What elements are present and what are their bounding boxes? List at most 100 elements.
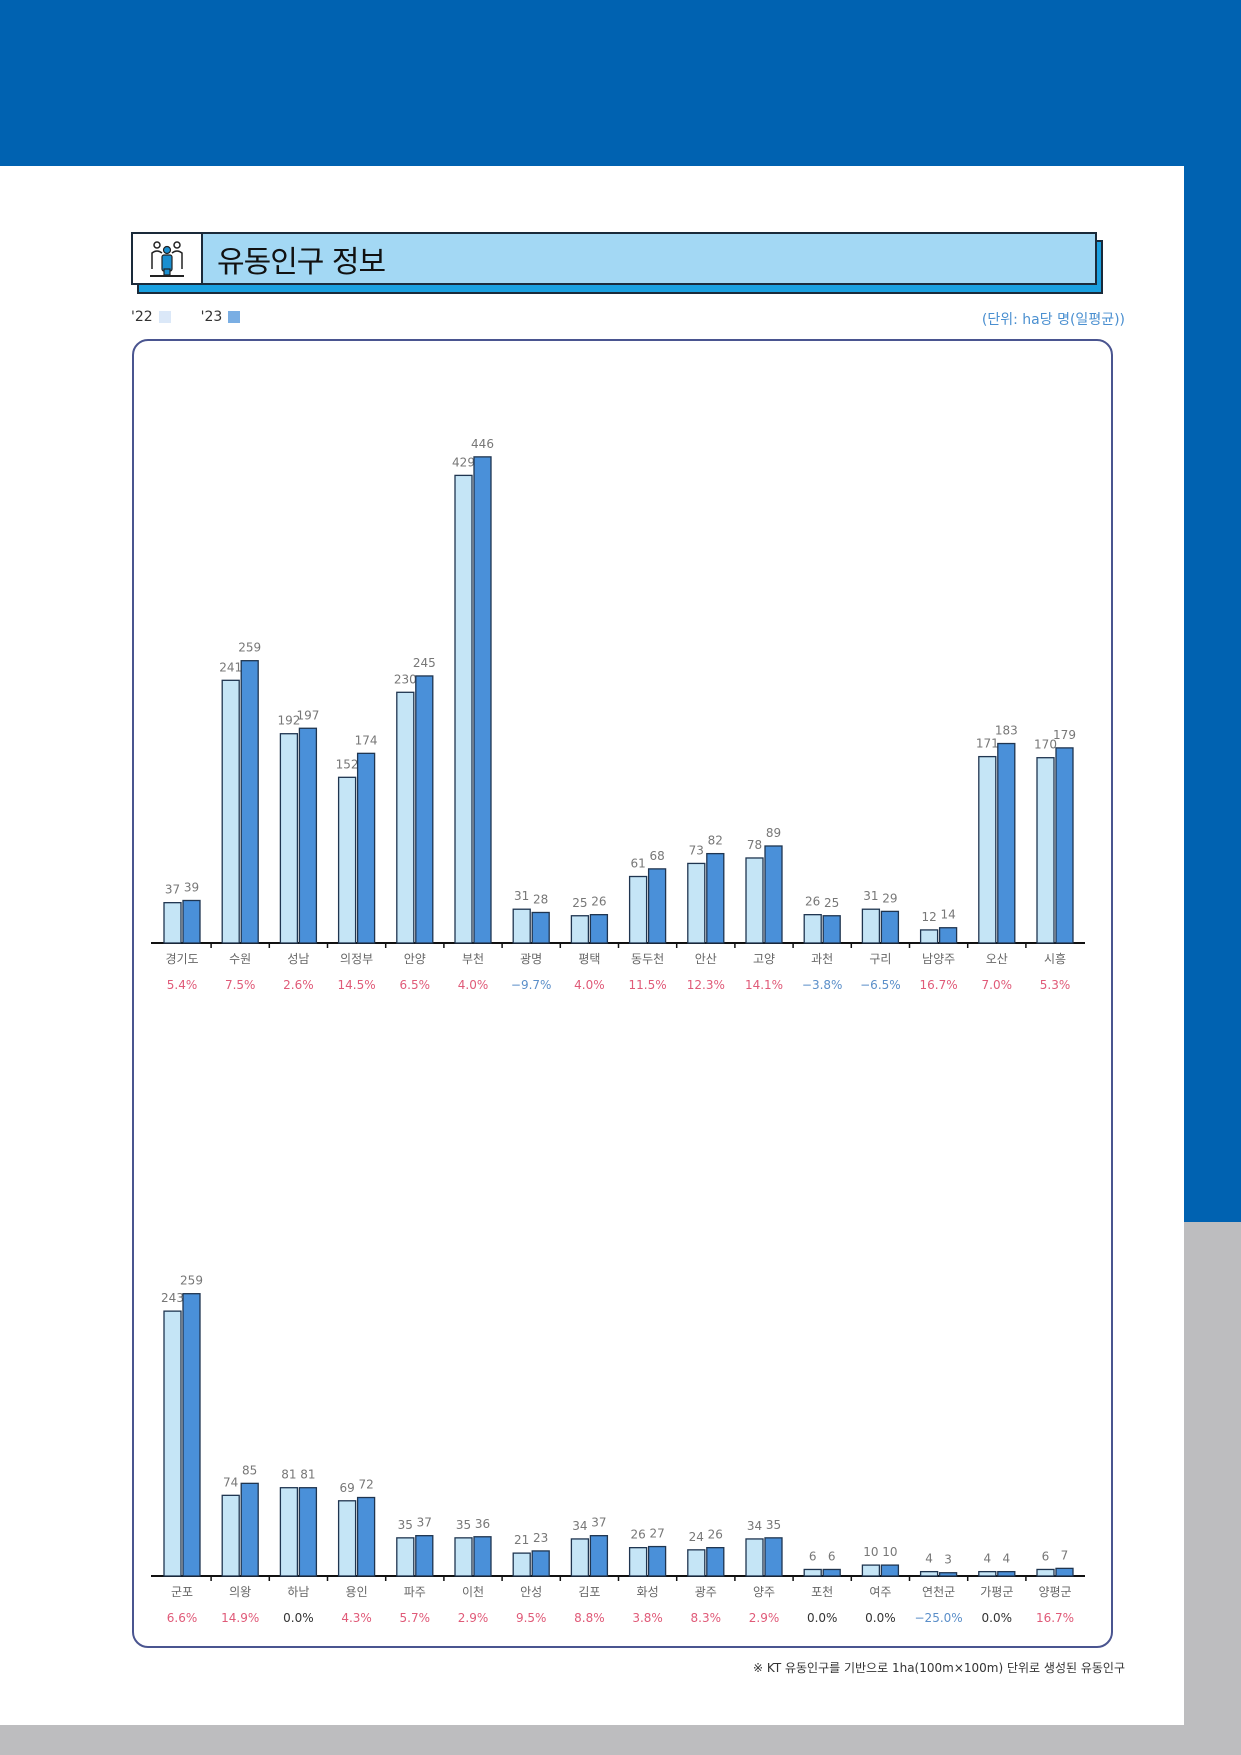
change-label: 16.7% — [920, 978, 958, 992]
category-label: 평택 — [578, 952, 600, 966]
category-label: 동두천 — [631, 951, 664, 966]
bar-2022 — [1036, 757, 1055, 944]
legend-label-2023: '23 — [200, 309, 223, 325]
data-label: 6 — [1042, 1549, 1050, 1563]
data-label: 245 — [413, 656, 436, 670]
change-label: 4.0% — [574, 978, 605, 992]
data-label: 34 — [747, 1519, 762, 1533]
category-label: 하남 — [287, 1585, 309, 1599]
bar-2022 — [221, 679, 240, 944]
bar-2023 — [589, 1535, 609, 1577]
change-label: 8.8% — [574, 1611, 605, 1625]
data-label: 26 — [805, 895, 820, 909]
bar-2022 — [803, 914, 822, 944]
data-label: 25 — [824, 896, 839, 910]
data-label: 34 — [572, 1519, 587, 1533]
change-label: 4.3% — [341, 1611, 372, 1625]
footnote: ※ KT 유동인구를 기반으로 1ha(100m×100m) 단위로 생성된 유… — [753, 1661, 1125, 1675]
change-label: 6.5% — [400, 978, 431, 992]
change-label: 14.9% — [221, 1611, 259, 1625]
change-label: −25.0% — [915, 1611, 963, 1625]
category-label: 안성 — [520, 1585, 542, 1599]
bar-2023 — [822, 1568, 841, 1577]
change-label: 0.0% — [982, 1611, 1013, 1625]
category-label: 양주 — [753, 1585, 775, 1599]
category-label: 의정부 — [340, 952, 373, 966]
change-label: 2.9% — [458, 1611, 489, 1625]
category-label: 경기도 — [165, 952, 198, 966]
change-label: 5.3% — [1040, 978, 1071, 992]
change-label: 7.0% — [982, 978, 1013, 992]
category-label: 수원 — [229, 952, 251, 966]
data-label: 37 — [591, 1516, 606, 1530]
data-label: 12 — [921, 910, 936, 924]
data-label: 81 — [300, 1468, 315, 1482]
bar-2022 — [512, 1552, 531, 1577]
category-label: 김포 — [578, 1585, 600, 1599]
data-label: 31 — [514, 889, 529, 903]
change-label: 2.6% — [283, 978, 314, 992]
data-label: 183 — [995, 724, 1018, 738]
data-label: 27 — [649, 1527, 664, 1541]
bar-2023 — [1055, 1567, 1074, 1577]
data-label: 241 — [219, 660, 242, 674]
category-label: 군포 — [171, 1585, 193, 1599]
bar-2023 — [822, 915, 841, 944]
bar-2023 — [706, 852, 725, 944]
bar-2022 — [396, 1537, 415, 1577]
data-label: 230 — [394, 672, 417, 686]
category-label: 포천 — [811, 1584, 833, 1599]
bar-2022 — [163, 902, 182, 944]
data-label: 23 — [533, 1531, 548, 1545]
bar-2023 — [240, 660, 259, 944]
data-label: 259 — [180, 1274, 203, 1288]
change-label: 8.3% — [691, 1611, 722, 1625]
change-label: −6.5% — [860, 978, 901, 992]
change-label: 14.1% — [745, 978, 783, 992]
change-label: 2.9% — [749, 1611, 780, 1625]
chart-frame — [132, 339, 1113, 1648]
data-label: 10 — [863, 1545, 878, 1559]
data-label: 37 — [165, 883, 180, 897]
bar-2023 — [997, 742, 1016, 944]
bar-2022 — [396, 691, 415, 944]
data-label: 73 — [689, 843, 704, 857]
change-label: 11.5% — [629, 978, 667, 992]
bar-2023 — [531, 1550, 550, 1577]
legend-swatch-2022 — [158, 311, 171, 323]
data-label: 152 — [336, 757, 359, 771]
bar-2023 — [1055, 747, 1074, 944]
data-label: 197 — [296, 708, 319, 722]
data-label: 171 — [976, 737, 999, 751]
bar-2023 — [182, 1293, 201, 1577]
bar-2023 — [706, 1547, 725, 1577]
bar-2023 — [764, 1537, 783, 1577]
bar-2022 — [163, 1310, 182, 1577]
bar-2022 — [687, 1549, 706, 1577]
bar-2023 — [473, 1536, 492, 1577]
bar-2023 — [182, 899, 201, 944]
bar-2022 — [1036, 1568, 1055, 1577]
data-label: 69 — [339, 1481, 354, 1495]
category-label: 광명 — [520, 952, 542, 966]
side-banner — [1184, 166, 1241, 1222]
bar-2022 — [570, 915, 590, 944]
data-label: 170 — [1034, 738, 1057, 752]
bar-2023 — [415, 1535, 434, 1577]
data-label: 25 — [572, 896, 587, 910]
category-label: 안양 — [404, 952, 426, 966]
data-label: 35 — [398, 1518, 413, 1532]
bar-2023 — [647, 868, 667, 944]
change-label: 0.0% — [807, 1611, 838, 1625]
category-label: 파주 — [404, 1585, 426, 1599]
bar-2022 — [687, 862, 706, 944]
change-label: 3.8% — [632, 1611, 663, 1625]
data-label: 29 — [882, 891, 897, 905]
bar-2022 — [919, 929, 939, 944]
change-label: 5.4% — [167, 978, 198, 992]
data-label: 10 — [882, 1545, 897, 1559]
change-label: 14.5% — [338, 978, 376, 992]
bar-2022 — [745, 1538, 764, 1577]
data-label: 37 — [417, 1516, 432, 1530]
data-label: 4 — [925, 1552, 933, 1566]
